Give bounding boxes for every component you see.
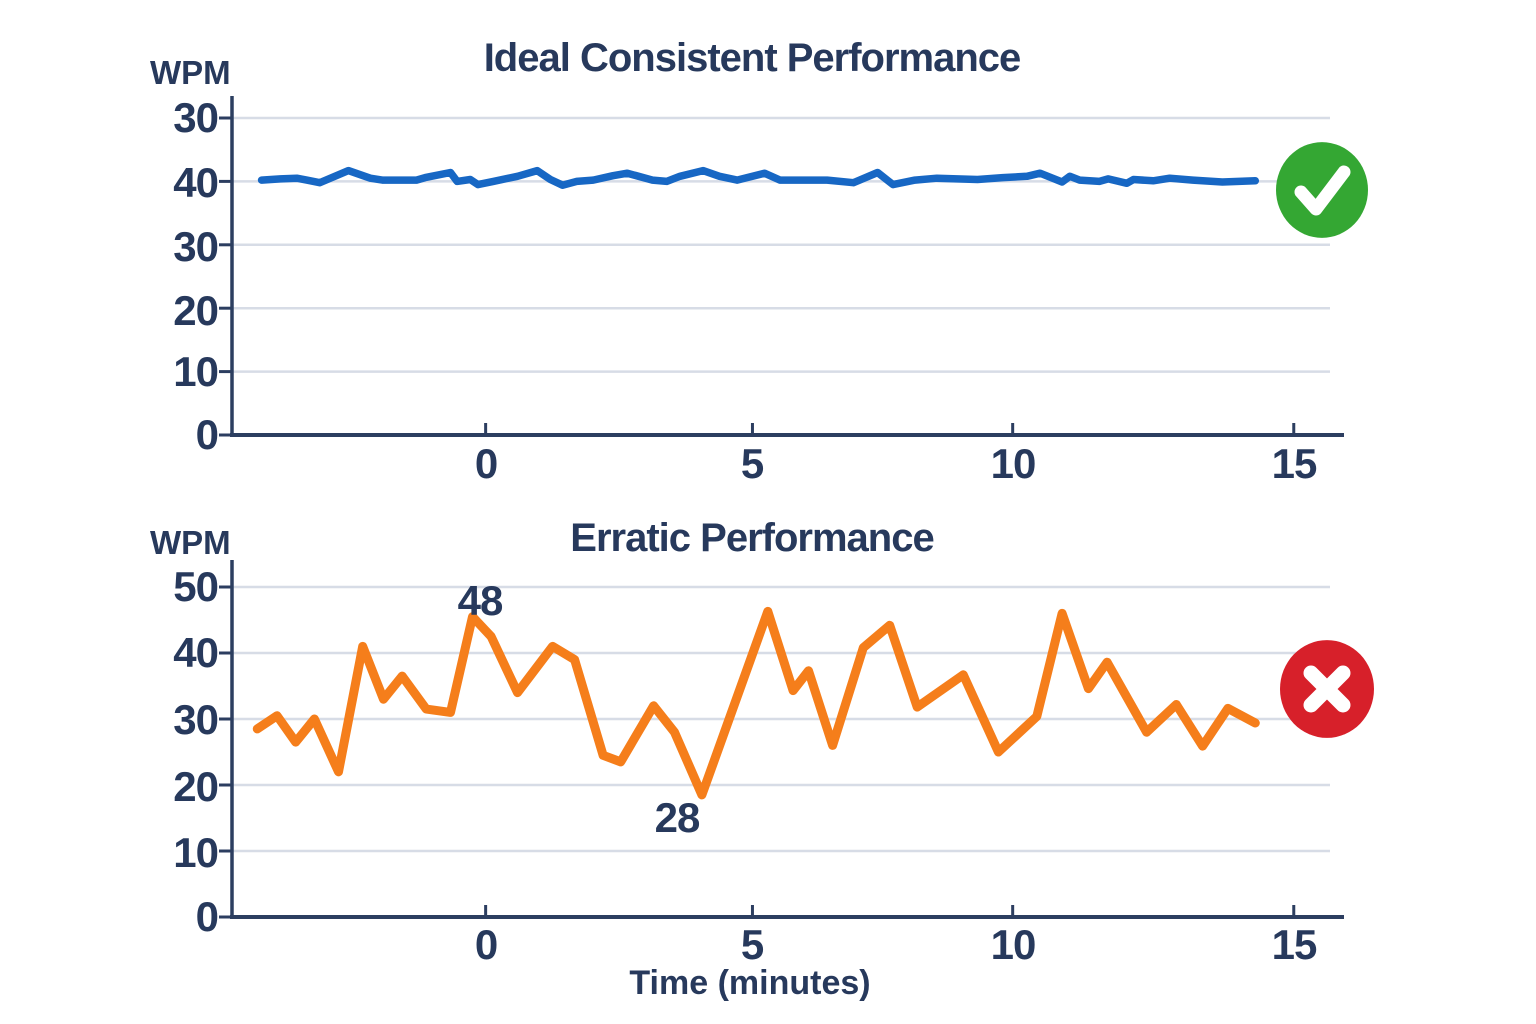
y-tick-label: 10 bbox=[173, 348, 219, 395]
x-axis-title: Time (minutes) bbox=[629, 964, 871, 1002]
x-tick-label: 0 bbox=[474, 440, 498, 487]
y-axis-unit-label: WPM bbox=[150, 54, 231, 91]
y-tick-label: 40 bbox=[173, 159, 219, 206]
y-tick-label: 40 bbox=[173, 629, 219, 676]
x-tick-label: 5 bbox=[740, 921, 764, 968]
x-tick-label: 10 bbox=[990, 921, 1037, 968]
check-circle-icon bbox=[1276, 142, 1368, 238]
x-tick-label: 10 bbox=[990, 440, 1037, 487]
y-tick-label: 50 bbox=[173, 563, 219, 610]
y-tick-label: 30 bbox=[173, 94, 219, 141]
y-tick-label: 30 bbox=[173, 696, 219, 743]
y-tick-label: 20 bbox=[173, 287, 219, 334]
y-axis-unit-label: WPM bbox=[150, 524, 231, 561]
x-tick-label: 5 bbox=[740, 440, 764, 487]
series-line bbox=[257, 166, 1260, 189]
y-tick-label: 10 bbox=[173, 829, 219, 876]
check-glyph bbox=[1294, 165, 1351, 216]
chart-title-erratic: Erratic Performance bbox=[570, 516, 934, 560]
peak-value-annotation: 48 bbox=[457, 577, 504, 624]
cross-glyph bbox=[1303, 665, 1351, 713]
x-tick-label: 0 bbox=[474, 921, 498, 968]
x-tick-label: 15 bbox=[1271, 440, 1318, 487]
y-tick-label: 0 bbox=[195, 893, 219, 940]
y-tick-label: 30 bbox=[173, 223, 219, 270]
y-tick-label: 20 bbox=[173, 763, 219, 810]
y-tick-label: 0 bbox=[195, 411, 219, 458]
series-line bbox=[252, 606, 1260, 800]
dip-value-annotation: 28 bbox=[654, 794, 701, 841]
chart-title-ideal: Ideal Consistent Performance bbox=[483, 36, 1022, 80]
x-tick-label: 15 bbox=[1271, 921, 1318, 968]
